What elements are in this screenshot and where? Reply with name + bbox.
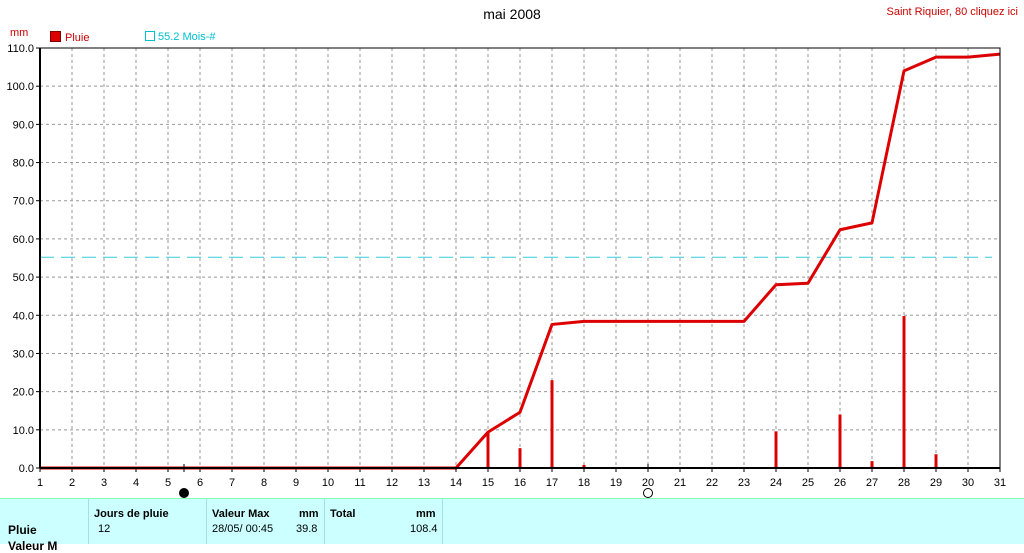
y-tick-label-2: 20.0 xyxy=(13,387,34,399)
y-tick-label-3: 30.0 xyxy=(13,348,34,360)
x-tick-label-28: 28 xyxy=(898,477,910,489)
x-tick-label-9: 9 xyxy=(293,477,299,489)
station-link[interactable]: Saint Riquier, 80 cliquez ici xyxy=(886,6,1018,18)
y-tick-label-8: 80.0 xyxy=(13,158,34,170)
rain-days-value: 12 xyxy=(98,523,111,535)
x-tick-label-2: 2 xyxy=(69,477,75,489)
legend-rain-swatch xyxy=(50,31,61,42)
x-tick-label-30: 30 xyxy=(962,477,974,489)
chart-grid xyxy=(40,48,1000,468)
moon-phases xyxy=(179,464,653,498)
total-header: Total xyxy=(330,508,356,520)
x-tick-label-7: 7 xyxy=(229,477,235,489)
legend-average-swatch xyxy=(145,31,155,41)
x-tick-label-24: 24 xyxy=(770,477,782,489)
x-tick-label-20: 20 xyxy=(642,477,654,489)
y-tick-label-5: 50.0 xyxy=(13,272,34,284)
x-tick-label-19: 19 xyxy=(610,477,622,489)
y-tick-labels: 0.0 10.0 20.0 30.0 40.0 50.0 60.0 70.0 80.0 90.0 1… xyxy=(6,43,34,475)
x-tick-label-8: 8 xyxy=(261,477,267,489)
summary-max-cell: Valeur Max mm 28/05/ 00:45 39.8 xyxy=(206,499,325,544)
daily-bar-24 xyxy=(774,431,778,468)
chart-title: mai 2008 xyxy=(483,6,541,22)
x-tick-label-11: 11 xyxy=(354,477,365,489)
summary-rain-days-cell: Jours de pluie 12 xyxy=(88,499,207,544)
daily-bar-28 xyxy=(902,316,906,468)
x-tick-label-29: 29 xyxy=(930,477,942,489)
chart-axes xyxy=(36,47,1001,472)
summary-row-label: Pluie xyxy=(8,523,37,537)
daily-bar-27 xyxy=(870,461,874,468)
x-tick-labels: 1 2 3 4 5 6 7 8 9 10 11 12 13 14 15 16 17 18 19 20 21 22 23 24 2… xyxy=(37,477,1006,489)
y-axis-unit: mm xyxy=(10,27,29,39)
x-tick-label-21: 21 xyxy=(674,477,686,489)
x-tick-label-26: 26 xyxy=(834,477,846,489)
total-value: 108.4 xyxy=(410,523,438,535)
y-tick-label-9: 90.0 xyxy=(13,119,34,131)
daily-bars xyxy=(486,316,938,468)
x-tick-label-1: 1 xyxy=(37,477,43,489)
x-tick-label-23: 23 xyxy=(738,477,750,489)
x-tick-label-5: 5 xyxy=(165,477,171,489)
legend-rain: Pluie xyxy=(50,31,89,44)
rain-days-header: Jours de pluie xyxy=(94,508,169,520)
summary-panel: Pluie Valeur M Jours de pluie 12 Valeur … xyxy=(0,498,1024,553)
y-tick-label-0: 0.0 xyxy=(19,463,34,475)
x-tick-label-12: 12 xyxy=(386,477,398,489)
y-tick-label-1: 10.0 xyxy=(13,425,34,437)
max-unit: mm xyxy=(299,508,319,520)
new-moon-icon xyxy=(179,488,189,498)
daily-bar-17 xyxy=(550,380,554,468)
x-tick-label-18: 18 xyxy=(578,477,590,489)
x-tick-label-6: 6 xyxy=(197,477,203,489)
x-tick-label-10: 10 xyxy=(322,477,334,489)
daily-bar-15 xyxy=(486,432,490,468)
daily-bar-16 xyxy=(518,448,522,468)
daily-bar-18 xyxy=(582,464,586,468)
max-date: 28/05/ 00:45 xyxy=(212,523,274,535)
legend-average: 55.2 Mois-# xyxy=(145,31,215,43)
y-tick-label-7: 70.0 xyxy=(13,196,34,208)
x-tick-label-25: 25 xyxy=(802,477,814,489)
x-tick-label-4: 4 xyxy=(133,477,139,489)
x-tick-label-22: 22 xyxy=(706,477,718,489)
y-tick-label-6: 60.0 xyxy=(13,234,34,246)
summary-label-cell xyxy=(0,499,89,544)
x-tick-label-13: 13 xyxy=(418,477,430,489)
total-unit: mm xyxy=(416,508,436,520)
y-tick-label-11: 110.0 xyxy=(7,43,34,55)
max-header: Valeur Max xyxy=(212,508,270,520)
x-tick-label-17: 17 xyxy=(546,477,558,489)
x-tick-label-3: 3 xyxy=(101,477,107,489)
summary-total-cell: Total mm 108.4 xyxy=(324,499,443,544)
legend-rain-label: Pluie xyxy=(65,32,90,44)
max-value: 39.8 xyxy=(296,523,318,535)
x-tick-label-14: 14 xyxy=(450,477,462,489)
rain-chart: 1 2 3 4 5 6 7 8 9 10 11 12 13 14 15 16 17 18 19 20 21 22 23 24 2… xyxy=(6,43,1006,498)
daily-bar-26 xyxy=(838,414,842,468)
x-tick-label-27: 27 xyxy=(866,477,878,489)
x-tick-label-31: 31 xyxy=(994,477,1006,489)
y-tick-label-4: 40.0 xyxy=(13,310,34,322)
daily-bar-29 xyxy=(934,454,938,468)
legend-average-label: 55.2 Mois-# xyxy=(158,31,216,43)
x-tick-label-16: 16 xyxy=(514,477,526,489)
full-moon-icon xyxy=(643,488,653,498)
y-tick-label-10: 100.0 xyxy=(6,81,34,93)
x-tick-label-15: 15 xyxy=(482,477,494,489)
